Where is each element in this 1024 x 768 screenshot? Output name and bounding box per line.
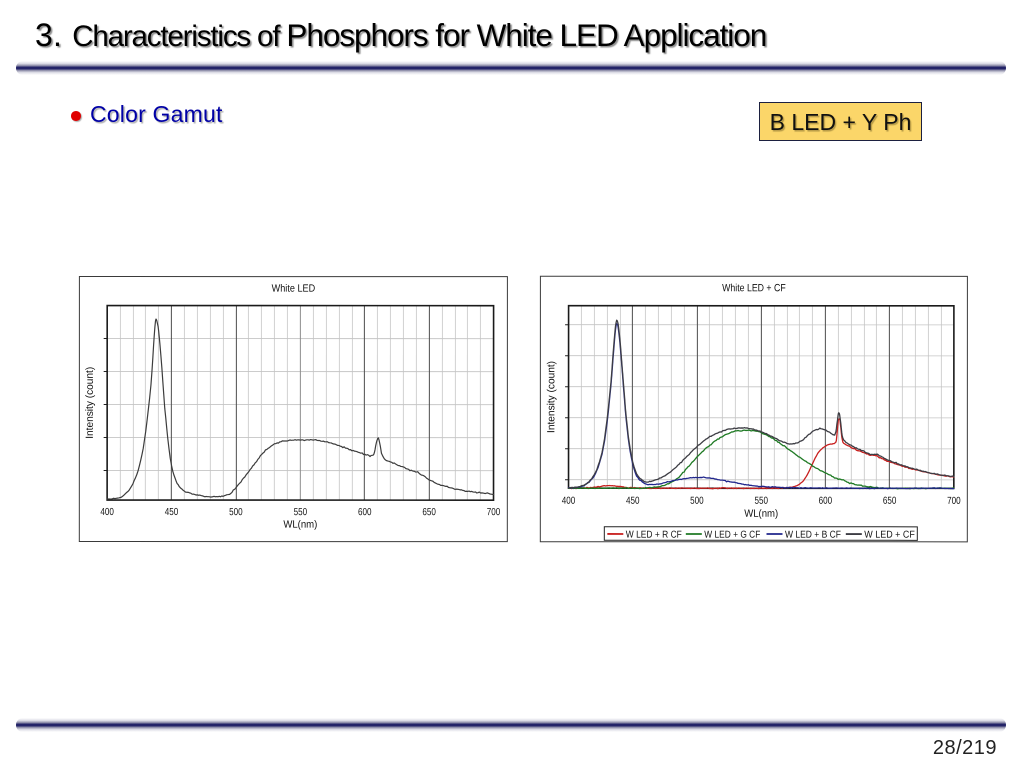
svg-text:550: 550: [754, 496, 768, 507]
svg-text:WL(nm): WL(nm): [283, 519, 317, 531]
svg-text:500: 500: [229, 507, 243, 518]
svg-text:700: 700: [487, 507, 501, 518]
svg-text:White LED: White LED: [272, 283, 316, 295]
svg-text:650: 650: [883, 496, 897, 507]
svg-text:650: 650: [422, 507, 436, 518]
svg-text:Intensity (count): Intensity (count): [545, 361, 557, 433]
svg-text:700: 700: [947, 496, 961, 507]
svg-text:White LED + CF: White LED + CF: [722, 282, 786, 294]
svg-text:450: 450: [626, 496, 640, 507]
svg-text:WL(nm): WL(nm): [744, 508, 778, 520]
svg-text:400: 400: [100, 507, 114, 518]
svg-text:550: 550: [294, 507, 308, 518]
svg-text:600: 600: [819, 496, 833, 507]
svg-text:Intensity (count): Intensity (count): [84, 367, 96, 439]
svg-text:600: 600: [358, 507, 372, 518]
svg-text:450: 450: [165, 507, 179, 518]
svg-text:W LED + G CF: W LED + G CF: [704, 530, 760, 541]
svg-text:W LED + CF: W LED + CF: [864, 530, 915, 541]
svg-text:400: 400: [562, 496, 576, 507]
svg-text:W LED + B CF: W LED + B CF: [785, 530, 841, 541]
svg-text:500: 500: [690, 496, 704, 507]
svg-text:W LED + R CF: W LED + R CF: [626, 530, 682, 541]
